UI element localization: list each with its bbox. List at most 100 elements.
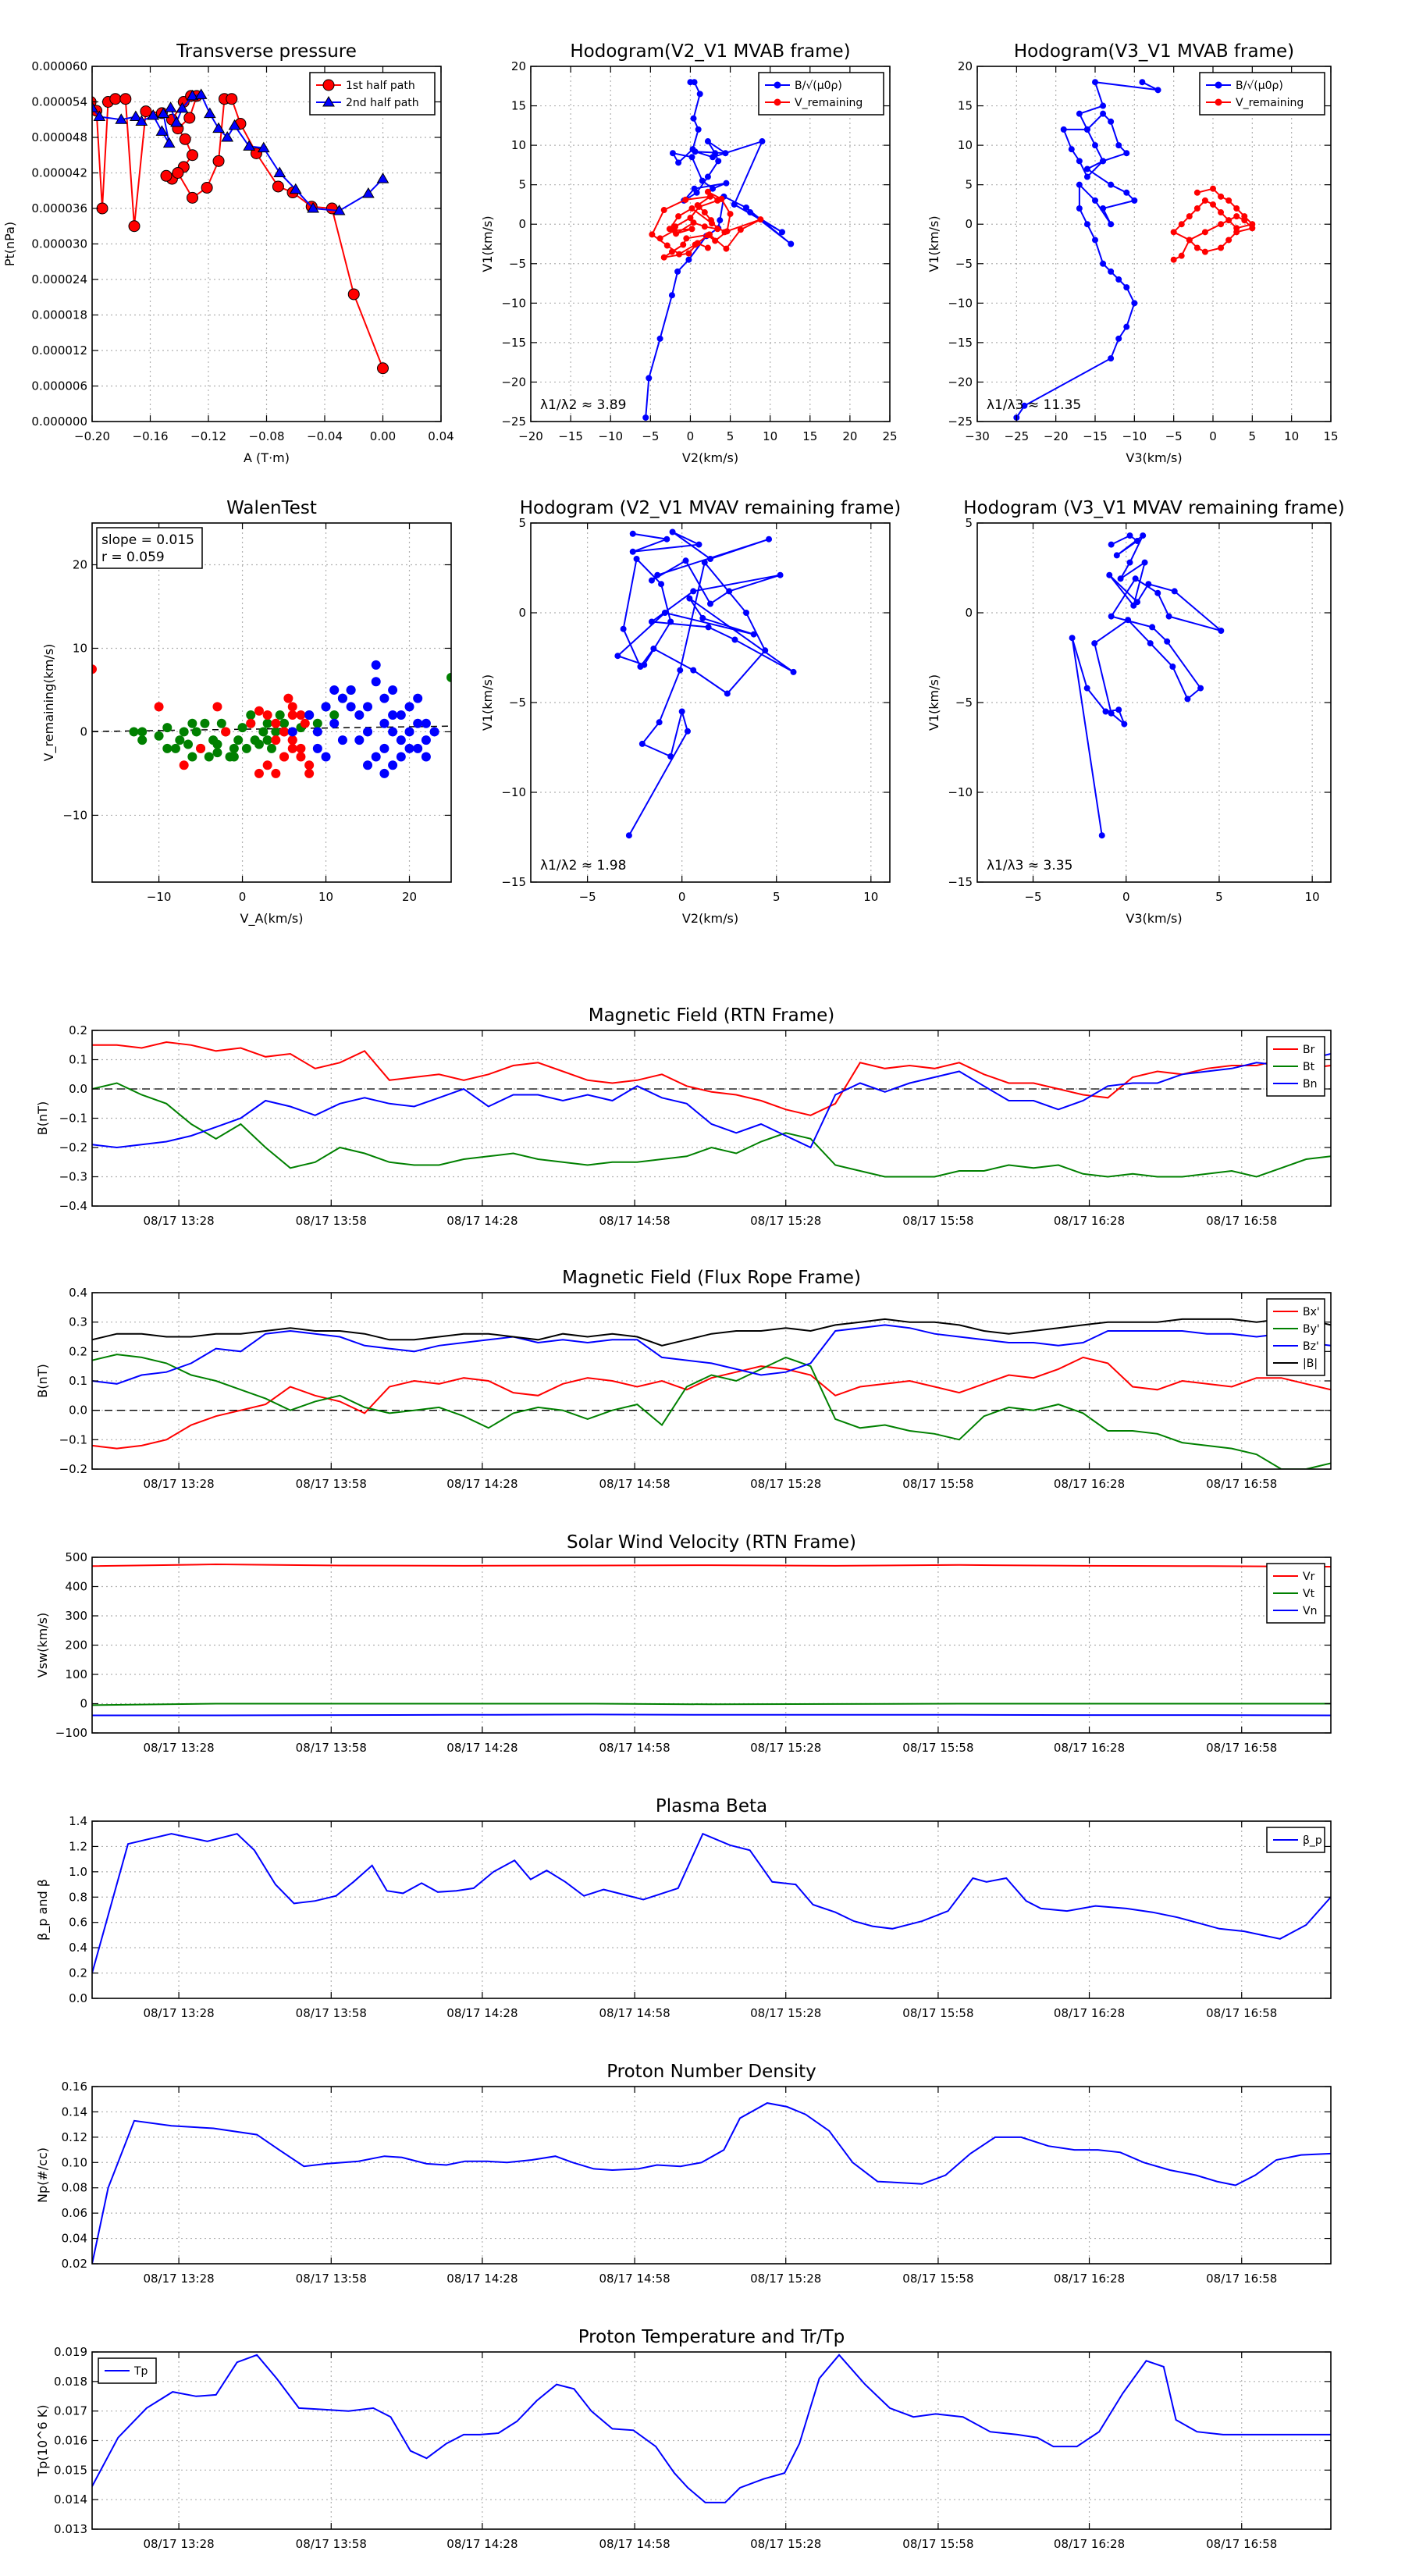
data-point (413, 743, 423, 753)
y-tick-label: −15 (501, 875, 526, 889)
data-point (155, 125, 169, 136)
legend-marker (1215, 81, 1222, 89)
y-tick-label: 0.017 (54, 2404, 87, 2418)
data-point (1233, 229, 1240, 236)
x-tick-label: 08/17 15:28 (750, 2272, 821, 2286)
legend-box (1199, 72, 1325, 116)
y-tick-label: −15 (948, 336, 973, 350)
data-point (1193, 189, 1200, 196)
data-point (685, 256, 692, 263)
y-tick-label: 20 (958, 59, 973, 73)
data-point (673, 230, 680, 237)
legend-box (758, 72, 884, 116)
data-point (705, 624, 712, 631)
chart-panel-0: −0.20 −0.16 −0.12 −0.08 −0.04 0.00 0.04 0.00000… (2, 41, 454, 465)
y-tick-label: 20 (73, 557, 87, 571)
legend-label: Bz' (1303, 1340, 1319, 1353)
data-point (1132, 575, 1139, 582)
x-tick-label: 08/17 14:28 (446, 1214, 518, 1228)
data-point (201, 181, 213, 194)
y-tick-label: 0.0 (69, 1082, 87, 1096)
data-point (649, 231, 656, 238)
data-point (287, 702, 297, 712)
legend-label: 2nd half path (346, 97, 419, 109)
data-point (1100, 110, 1107, 117)
x-tick-label: 08/17 15:58 (902, 1477, 973, 1491)
x-tick-label: −0.20 (74, 429, 110, 443)
legend-label: |B| (1303, 1357, 1318, 1370)
y-tick-label: 0.000018 (31, 308, 87, 322)
plot-frame (91, 1820, 1332, 1999)
data-point (1218, 193, 1225, 200)
chart-panel-10: 08/17 13:28 08/17 13:58 08/17 14:28 08/17 1… (35, 2062, 1332, 2286)
y-tick-label: 20 (511, 59, 526, 73)
data-point (1108, 268, 1115, 275)
data-point (147, 109, 160, 120)
y-tick-label: 0.0 (69, 1991, 87, 2005)
data-point (696, 91, 703, 98)
data-point (1108, 118, 1115, 125)
data-point (706, 231, 713, 238)
data-point (347, 288, 360, 301)
x-tick-label: −10 (598, 429, 623, 443)
y-axis-label: Tp(10^6 K) (35, 2405, 50, 2478)
legend: 1st half path 2nd half path (309, 72, 436, 116)
y-tick-label: 500 (65, 1550, 87, 1564)
y-tick-label: 0.000060 (31, 59, 87, 73)
y-tick-label: 0 (80, 724, 87, 738)
plot-area (1013, 79, 1256, 421)
y-tick-label: 0.000006 (31, 379, 87, 393)
data-point (676, 251, 683, 258)
data-point (307, 202, 319, 213)
data-point (216, 718, 226, 728)
legend-marker (774, 81, 781, 89)
data-point (788, 240, 795, 247)
x-tick-label: −30 (965, 429, 990, 443)
y-tick-label: −0.4 (59, 1199, 87, 1213)
data-point (726, 588, 733, 595)
data-point (658, 581, 665, 588)
data-point (273, 166, 286, 177)
data-point (287, 727, 297, 737)
data-point (1241, 217, 1248, 224)
data-point (743, 610, 749, 616)
regression-line (91, 725, 452, 732)
data-point (779, 229, 785, 236)
data-point (714, 226, 721, 233)
x-tick-label: 08/17 14:28 (446, 2537, 518, 2551)
data-point (1126, 532, 1133, 539)
x-tick-label: 08/17 14:58 (599, 1477, 670, 1491)
data-point (196, 743, 206, 753)
x-tick-label: 08/17 14:58 (599, 1214, 670, 1228)
data-point (723, 180, 730, 187)
chart-title: Proton Number Density (606, 2062, 816, 2082)
data-point (1210, 201, 1216, 208)
data-point (271, 718, 281, 728)
x-tick-label: −0.04 (307, 429, 343, 443)
y-tick-label: −10 (948, 296, 973, 310)
x-tick-label: 08/17 15:58 (902, 1214, 973, 1228)
data-point (790, 668, 797, 675)
data-point (704, 173, 711, 180)
plot-area (92, 1318, 1331, 1469)
plot-frame (91, 2086, 1332, 2265)
x-tick-label: 08/17 16:58 (1206, 1741, 1277, 1755)
data-point (677, 667, 684, 674)
x-tick-label: 08/17 14:28 (446, 2272, 518, 2286)
data-point (1218, 209, 1225, 216)
x-tick-label: 08/17 13:28 (143, 2537, 214, 2551)
data-point (1076, 181, 1083, 188)
chart-title: Proton Temperature and Tr/Tp (578, 2327, 845, 2347)
series-by--line (92, 1354, 1331, 1469)
data-point (721, 229, 728, 236)
data-point (642, 414, 649, 421)
x-tick-label: −25 (1005, 429, 1030, 443)
data-point (1154, 589, 1161, 596)
data-point (1201, 197, 1208, 204)
x-tick-label: 08/17 15:28 (750, 2006, 821, 2020)
chart-title: Magnetic Field (RTN Frame) (589, 1005, 835, 1026)
y-tick-label: −10 (501, 296, 526, 310)
y-tick-label: 0.000000 (31, 415, 87, 429)
data-point (321, 752, 331, 762)
